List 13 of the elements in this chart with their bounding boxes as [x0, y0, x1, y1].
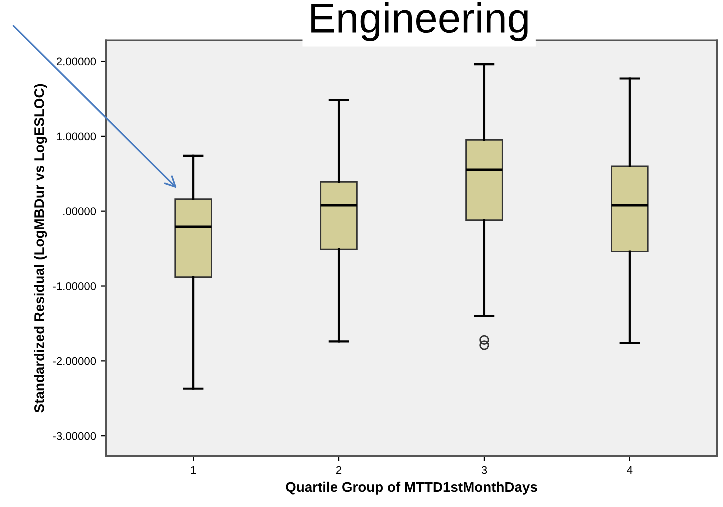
y-tick-label: -3.00000 — [53, 432, 96, 440]
chart-title: Engineering — [312, 2, 528, 42]
x-tick-label: 2 — [336, 466, 342, 474]
y-tick-label: 2.00000 — [56, 58, 96, 66]
x-tick-label: 3 — [482, 466, 488, 474]
x-tick-label: 1 — [191, 466, 196, 474]
y-tick-label: -2.00000 — [53, 357, 96, 366]
x-tick-label: 4 — [627, 466, 633, 474]
y-tick-label: -1.00000 — [53, 282, 96, 290]
y-axis-title: Standardized Residual (LogMBDur vs LogESLOC) — [34, 84, 48, 413]
y-tick-label: .00000 — [64, 208, 96, 216]
x-axis-title: Quartile Group of MTTD1stMonthDays — [286, 482, 538, 495]
y-tick-label: 1.00000 — [57, 132, 96, 141]
